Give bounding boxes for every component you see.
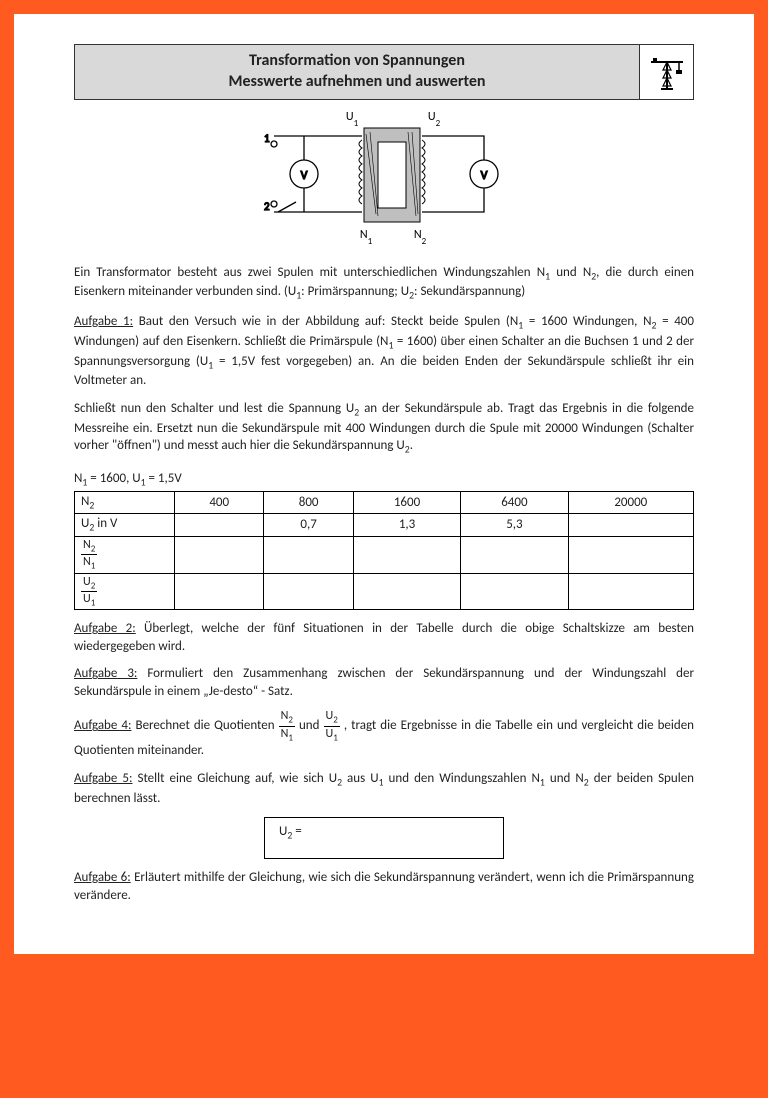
circuit-diagram: U1 U2 1 2 bbox=[74, 106, 694, 250]
task1-label: Aufgabe 1: bbox=[74, 314, 133, 329]
svg-text:N2: N2 bbox=[414, 228, 427, 246]
task1b-paragraph: Schließt nun den Schalter und lest die S… bbox=[74, 400, 694, 457]
table-caption: N1 = 1600, U1 = 1,5V bbox=[74, 471, 694, 489]
measurement-table: N2 4008001600640020000 U2 in V 0,71,35,3… bbox=[74, 491, 694, 611]
task1-paragraph: Aufgabe 1: Baut den Versuch wie in der A… bbox=[74, 313, 694, 390]
header-row: Transformation von Spannungen Messwerte … bbox=[74, 44, 694, 100]
svg-text:1: 1 bbox=[264, 132, 270, 145]
task5-paragraph: Aufgabe 5: Stellt eine Gleichung auf, wi… bbox=[74, 770, 694, 807]
intro-paragraph: Ein Transformator besteht aus zwei Spule… bbox=[74, 264, 694, 304]
svg-text:U1: U1 bbox=[346, 110, 359, 129]
task2-paragraph: Aufgabe 2: Überlegt, welche der fünf Sit… bbox=[74, 620, 694, 655]
task2-label: Aufgabe 2: bbox=[74, 621, 136, 636]
table-row: N2 4008001600640020000 bbox=[75, 491, 694, 514]
svg-text:2: 2 bbox=[264, 200, 270, 213]
header-title-box: Transformation von Spannungen Messwerte … bbox=[74, 44, 640, 100]
task6-paragraph: Aufgabe 6: Erläutert mithilfe der Gleich… bbox=[74, 869, 694, 904]
worksheet-page: Transformation von Spannungen Messwerte … bbox=[14, 14, 754, 954]
task4-label: Aufgabe 4: bbox=[74, 718, 131, 733]
task3-paragraph: Aufgabe 3: Formuliert den Zusammenhang z… bbox=[74, 665, 694, 700]
svg-text:V: V bbox=[301, 169, 308, 183]
formula-box: U2 = bbox=[264, 817, 504, 859]
task3-label: Aufgabe 3: bbox=[74, 666, 137, 681]
table-row: N2N1 bbox=[75, 536, 694, 573]
crane-icon bbox=[647, 52, 687, 92]
svg-text:V: V bbox=[481, 169, 488, 183]
crane-icon-box bbox=[640, 44, 694, 100]
task5-label: Aufgabe 5: bbox=[74, 771, 132, 786]
svg-text:N1: N1 bbox=[360, 228, 373, 246]
task4-paragraph: Aufgabe 4: Berechnet die Quotienten N2N1… bbox=[74, 710, 694, 759]
header-line2: Messwerte aufnehmen und auswerten bbox=[85, 72, 629, 93]
task6-label: Aufgabe 6: bbox=[74, 870, 131, 885]
header-line1: Transformation von Spannungen bbox=[85, 51, 629, 72]
table-row: U2U1 bbox=[75, 573, 694, 610]
svg-text:U2: U2 bbox=[428, 110, 441, 129]
table-row: U2 in V 0,71,35,3 bbox=[75, 514, 694, 537]
